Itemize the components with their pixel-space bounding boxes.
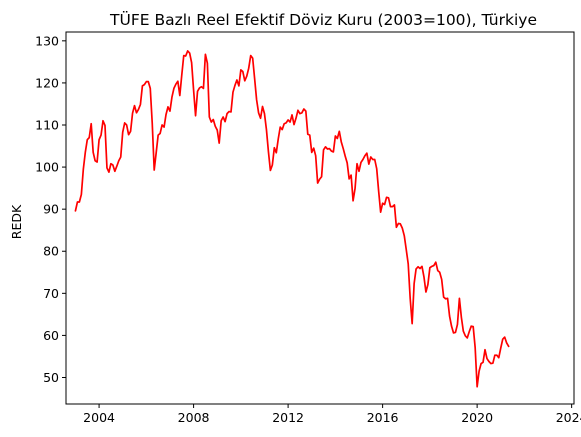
y-tick-label: 120 [35, 75, 59, 90]
x-tick-label: 2008 [178, 410, 210, 425]
chart-title: TÜFE Bazlı Reel Efektif Döviz Kuru (2003… [109, 10, 537, 29]
plot-frame [65, 31, 575, 405]
y-axis-label: REDK [9, 204, 24, 239]
y-tick-label: 130 [35, 33, 59, 48]
y-tick-label: 70 [43, 286, 59, 301]
series-line [74, 50, 510, 388]
plot-area [74, 50, 510, 388]
y-tick-label: 90 [43, 202, 59, 217]
y-axis: 50 60 70 80 90 100 110 120 130 [35, 33, 66, 385]
y-tick-label: 60 [43, 328, 59, 343]
x-tick-label: 2004 [83, 410, 115, 425]
x-tick-label: 2020 [461, 410, 493, 425]
y-tick-label: 80 [43, 244, 59, 259]
x-tick-label: 2012 [272, 410, 304, 425]
x-tick-label: 2024 [556, 410, 581, 425]
x-tick-label: 2016 [367, 410, 399, 425]
y-tick-label: 110 [35, 118, 59, 133]
x-axis: 2004 2008 2012 2016 2020 2024 [83, 404, 581, 425]
y-tick-label: 100 [35, 160, 59, 175]
y-tick-label: 50 [43, 370, 59, 385]
